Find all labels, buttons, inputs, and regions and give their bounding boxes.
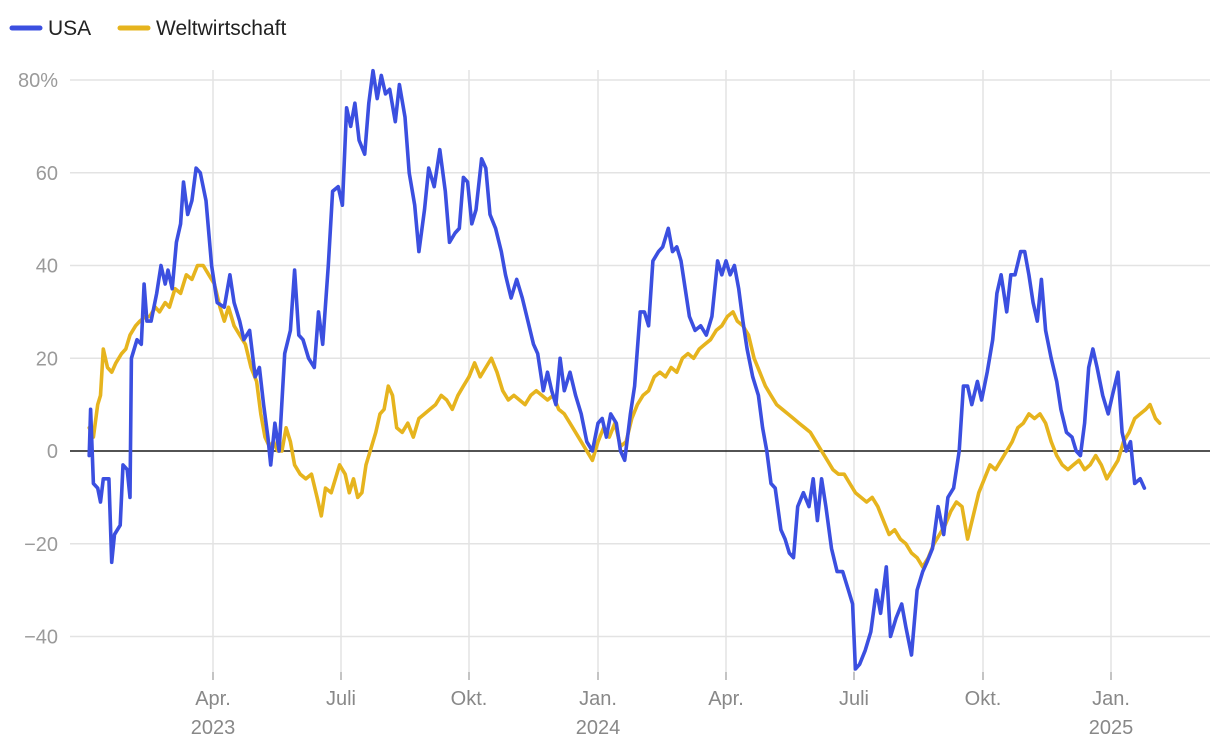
grid-lines [70,70,1210,672]
legend-label-usa: USA [48,17,91,40]
x-tick-label: Juli [839,688,869,710]
y-axis: 80% 60 40 20 0 −20 −40 [18,70,58,649]
x-tick-label: Jan. [579,688,617,710]
x-tick-label: Okt. [451,688,488,710]
y-tick-label: 20 [36,348,58,370]
series-line-weltwirtschaft [87,263,1162,569]
x-tick-year-label: 2024 [576,717,621,739]
x-tick-label: Apr. [195,688,231,710]
series-lines [87,68,1162,671]
x-tick-label: Jan. [1092,688,1130,710]
chart-legend: USA Weltwirtschaft [9,17,286,40]
y-tick-label: 80% [18,70,58,92]
y-tick-label: 40 [36,256,58,278]
x-tick-label: Okt. [965,688,1002,710]
y-tick-label: −40 [24,627,58,649]
series-line-usa [87,68,1147,671]
x-axis: Apr. 2023 Juli Okt. Jan. 2024 Apr. Juli Okt. Jan.… [191,672,1134,739]
legend-label-weltwirtschaft: Weltwirtschaft [156,17,286,40]
y-tick-label: −20 [24,534,58,556]
x-tick-year-label: 2023 [191,717,236,739]
y-tick-label: 60 [36,163,58,185]
x-tick-label: Juli [326,688,356,710]
x-tick-year-label: 2025 [1089,717,1134,739]
x-tick-label: Apr. [708,688,744,710]
y-tick-label: 0 [47,441,58,463]
